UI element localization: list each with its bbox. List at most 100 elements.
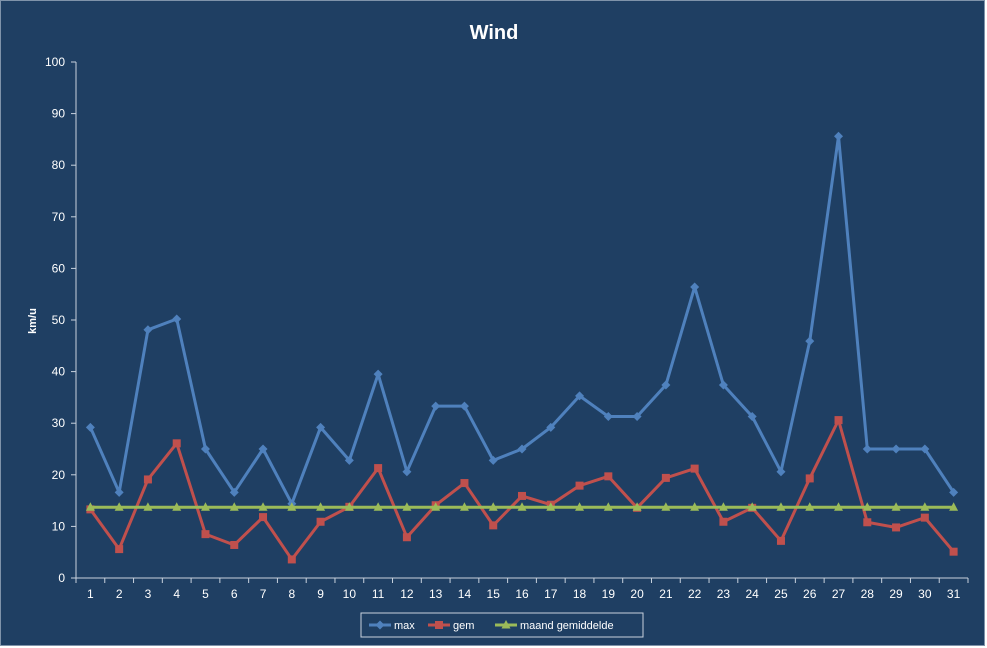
data-point-gem [115,545,124,554]
series-gem [86,416,958,564]
y-tick-label: 100 [45,55,65,69]
data-point-max [920,444,930,454]
data-point-maand-gemiddelde [747,502,757,511]
x-tick-label: 5 [202,587,209,601]
data-point-max [200,444,210,454]
data-point-gem [690,464,699,473]
data-point-max [776,467,786,477]
data-point-gem [776,536,785,545]
data-point-maand-gemiddelde [603,502,613,511]
x-tick-label: 18 [573,587,587,601]
data-point-gem [604,472,613,481]
data-point-max [488,455,498,465]
x-tick-label: 26 [803,587,817,601]
x-tick-label: 21 [659,587,673,601]
x-tick-label: 6 [231,587,238,601]
data-point-max [85,422,95,432]
legend-marker-max [375,620,385,630]
data-point-maand-gemiddelde [718,502,728,511]
y-tick-label: 70 [52,210,66,224]
data-point-gem [805,474,814,483]
y-tick-label: 10 [52,519,66,533]
y-tick-label: 20 [52,468,66,482]
legend-label-maand-gemiddelde: maand gemiddelde [520,620,614,632]
data-point-max [805,336,815,346]
x-tick-label: 12 [400,587,414,601]
data-point-maand-gemiddelde [258,502,268,511]
data-point-gem [460,479,469,488]
data-point-maand-gemiddelde [172,502,182,511]
legend-marker-maand-gemiddelde [501,620,511,629]
data-point-maand-gemiddelde [200,502,210,511]
x-tick-label: 31 [947,587,961,601]
y-tick-label: 0 [58,571,65,585]
data-point-maand-gemiddelde [661,502,671,511]
data-point-gem [575,481,584,490]
series-maand-gemiddelde [85,502,959,511]
data-point-max [431,401,441,411]
x-tick-label: 15 [487,587,501,601]
x-tick-label: 4 [173,587,180,601]
y-tick-label: 30 [52,416,66,430]
data-point-gem [287,555,296,564]
data-point-max [661,380,671,390]
y-tick-label: 90 [52,107,66,121]
x-tick-label: 23 [717,587,731,601]
legend-box [360,612,644,638]
data-point-max [834,131,844,141]
data-point-max [344,455,354,465]
x-tick-label: 25 [774,587,788,601]
data-point-gem [518,491,526,500]
x-tick-label: 3 [145,587,152,601]
data-point-maand-gemiddelde [546,502,556,511]
x-tick-label: 13 [429,587,443,601]
data-point-max [632,411,642,421]
data-point-maand-gemiddelde [949,502,959,511]
data-point-gem [892,523,901,532]
data-point-max [690,282,700,292]
series-line-gem [89,418,955,561]
data-point-maand-gemiddelde [834,502,844,511]
data-point-maand-gemiddelde [862,502,872,511]
x-tick-label: 27 [832,587,846,601]
data-point-maand-gemiddelde [114,502,124,511]
x-tick-label: 10 [343,587,357,601]
y-tick-label: 80 [52,158,66,172]
data-point-gem [949,547,958,556]
data-point-gem [230,540,239,549]
data-point-gem [719,517,728,526]
x-tick-label: 2 [116,587,123,601]
data-point-maand-gemiddelde [517,502,527,511]
data-point-max [862,444,872,454]
x-tick-label: 20 [630,587,644,601]
data-point-maand-gemiddelde [488,502,498,511]
data-point-maand-gemiddelde [316,502,326,511]
data-point-gem [920,513,929,522]
data-point-max [459,401,469,411]
data-point-max [172,314,182,324]
data-point-gem [661,473,670,482]
data-point-maand-gemiddelde [805,502,815,511]
data-point-max [258,444,268,454]
data-point-maand-gemiddelde [920,502,930,511]
data-point-gem [402,533,411,542]
legend-marker-gem [435,621,443,629]
data-point-gem [143,475,152,484]
data-point-gem [316,517,325,526]
data-point-gem [834,416,843,425]
chart-title: Wind [470,22,519,44]
x-tick-label: 24 [746,587,760,601]
data-point-max [316,422,326,432]
legend: max gem maand gemiddelde [360,612,644,638]
x-tick-label: 9 [317,587,324,601]
data-point-max [517,444,527,454]
data-point-maand-gemiddelde [459,502,469,511]
x-tick-label: 7 [260,587,267,601]
x-tick-label: 22 [688,587,702,601]
data-point-max [949,487,959,497]
data-point-maand-gemiddelde [287,502,297,511]
data-point-max [114,487,124,497]
x-tick-label: 28 [861,587,875,601]
